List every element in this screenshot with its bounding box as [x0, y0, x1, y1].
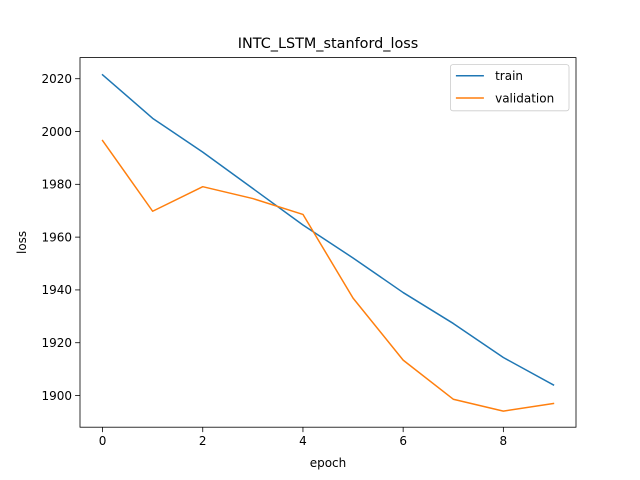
legend: train validation [449, 64, 570, 112]
y-tick-label: 1940 [41, 283, 72, 297]
y-tick-label: 2000 [41, 125, 72, 139]
x-axis-label: epoch [310, 456, 347, 470]
x-tick-label: 0 [99, 434, 107, 448]
series-lines [101, 73, 555, 412]
y-tick-label: 2020 [41, 72, 72, 86]
x-tick-label: 2 [199, 434, 207, 448]
x-tick-label: 6 [399, 434, 407, 448]
x-tick-label: 8 [500, 434, 508, 448]
y-tick-label: 1980 [41, 178, 72, 192]
chart-title: INTC_LSTM_stanford_loss [238, 36, 419, 52]
x-tick-label: 4 [299, 434, 307, 448]
legend-label-train: train [495, 69, 523, 83]
legend-label-validation: validation [495, 91, 554, 105]
plot-frame [79, 57, 577, 428]
y-tick-label: 1900 [41, 389, 72, 403]
plot-area [80, 57, 576, 428]
y-tick-label: 1960 [41, 230, 72, 244]
series-line-validation [101, 139, 555, 412]
y-axis-label: loss [15, 231, 29, 254]
series-line-train [101, 73, 555, 386]
axis-ticks: 0 2 4 6 8 1900 1920 1940 1960 1980 2000 2020 [41, 72, 507, 448]
y-tick-label: 1920 [41, 336, 72, 350]
